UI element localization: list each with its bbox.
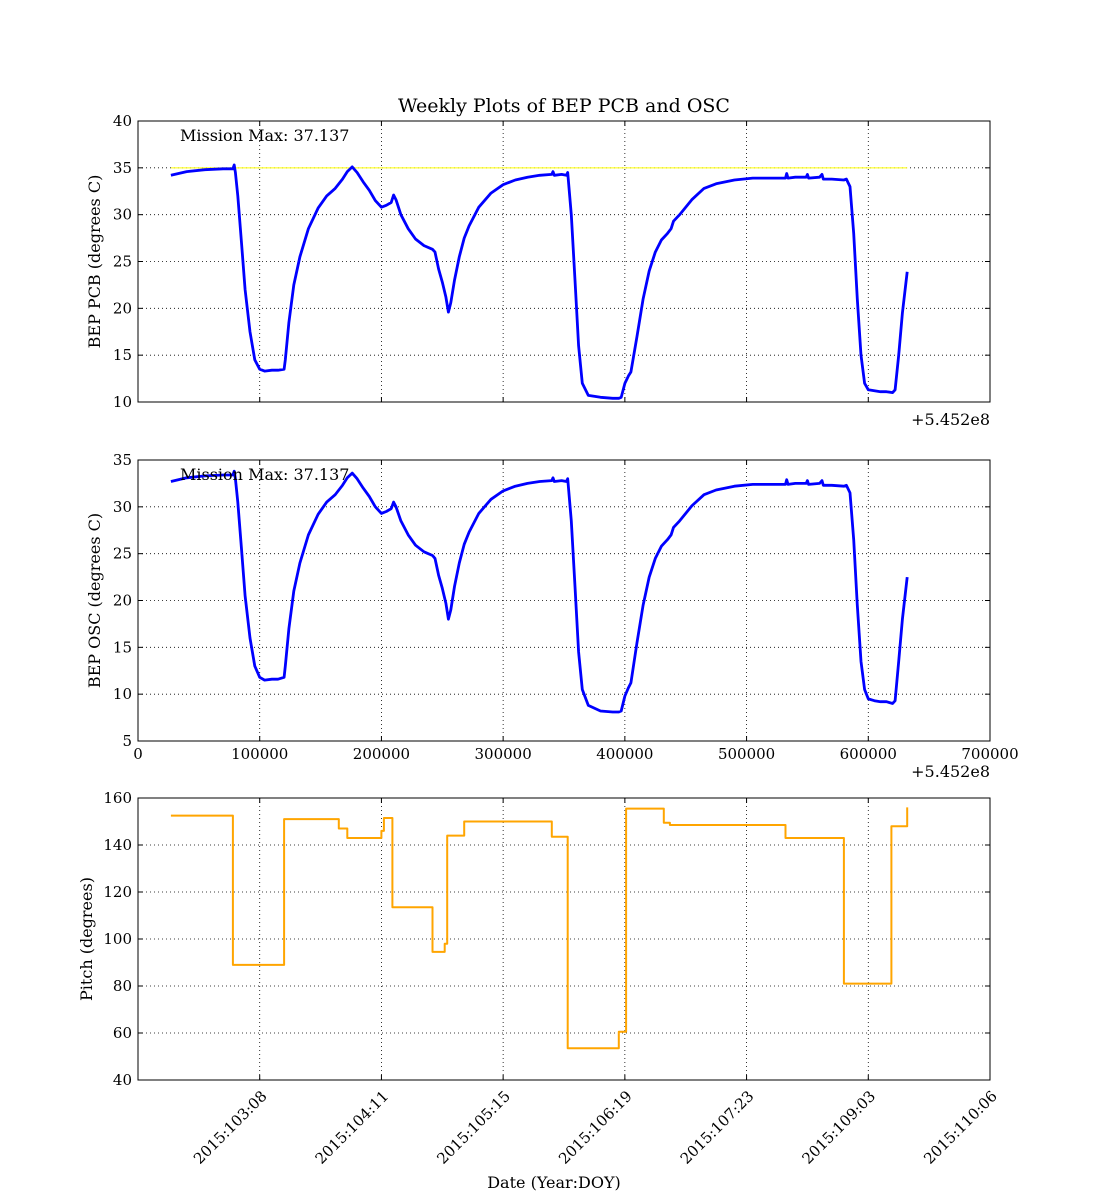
y-tick-label: 15 <box>113 346 132 364</box>
y-tick-label: 30 <box>113 498 132 516</box>
y-tick-label: 15 <box>113 638 132 656</box>
y-tick-label: 40 <box>113 1071 132 1089</box>
x-offset-label: +5.452e8 <box>911 410 990 429</box>
bep-pcb-panel: 10 15 20 25 30 35 40 +5.452e8 Mission Max: 37.13… <box>85 112 991 429</box>
y-tick-label: 80 <box>113 977 132 995</box>
y-tick-label: 160 <box>103 789 132 807</box>
x-axis-label: Date (Year:DOY) <box>487 1173 621 1192</box>
figure-title: Weekly Plots of BEP PCB and OSC <box>398 95 730 117</box>
y-tick-label: 35 <box>113 451 132 469</box>
y-tick-label: 10 <box>113 393 132 411</box>
y-tick-label: 60 <box>113 1024 132 1042</box>
y-axis-label: BEP PCB (degrees C) <box>85 175 104 349</box>
bep-osc-panel: 5 10 15 20 25 30 35 0 100000 200000 300000 400000 50… <box>85 451 1019 781</box>
y-tick-label: 10 <box>113 685 132 703</box>
x-tick-label: 500000 <box>718 745 775 763</box>
y-axis-label: BEP OSC (degrees C) <box>85 513 104 688</box>
y-tick-label: 20 <box>113 299 132 317</box>
x-tick-label: 600000 <box>840 745 897 763</box>
mission-max-annotation: Mission Max: 37.137 <box>180 465 349 484</box>
y-tick-label: 5 <box>122 732 132 750</box>
x-tick-label: 0 <box>133 745 143 763</box>
y-tick-label: 20 <box>113 592 132 610</box>
y-axis-label: Pitch (degrees) <box>77 877 96 1001</box>
y-tick-label: 25 <box>113 545 132 563</box>
y-tick-label: 40 <box>113 112 132 130</box>
series-line-pitch <box>170 807 909 1050</box>
series-line-osc <box>170 469 909 714</box>
x-tick-label: 700000 <box>961 745 1018 763</box>
x-offset-label: +5.452e8 <box>911 762 990 781</box>
x-tick-label: 300000 <box>475 745 532 763</box>
y-tick-label: 30 <box>113 206 132 224</box>
series-line-pcb <box>170 163 909 400</box>
y-tick-label: 35 <box>113 159 132 177</box>
x-tick-label: 100000 <box>231 745 288 763</box>
y-tick-label: 120 <box>103 883 132 901</box>
y-tick-label: 100 <box>103 930 132 948</box>
x-tick-label: 200000 <box>353 745 410 763</box>
y-tick-label: 25 <box>113 253 132 271</box>
y-tick-label: 140 <box>103 836 132 854</box>
mission-max-annotation: Mission Max: 37.137 <box>180 126 349 145</box>
x-tick-label: 400000 <box>596 745 653 763</box>
